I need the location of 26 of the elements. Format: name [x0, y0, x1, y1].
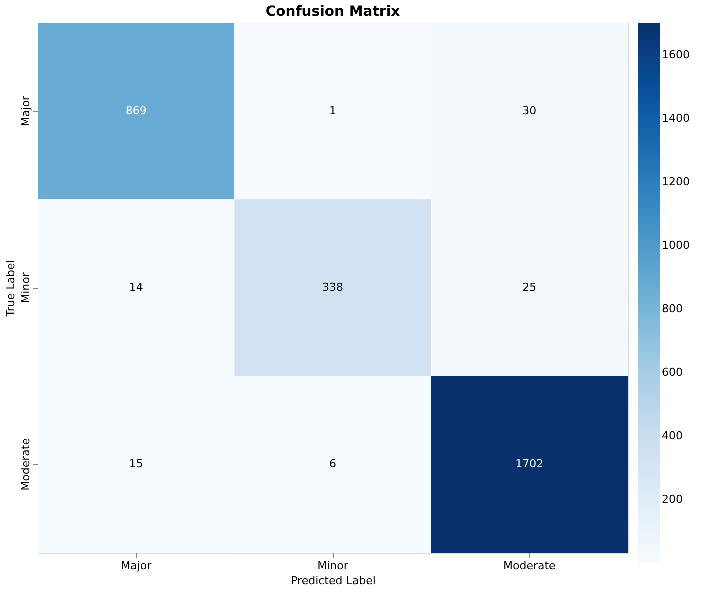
data-label: 6 [330, 458, 336, 471]
color-bar-label: 200 [662, 492, 683, 506]
y-tick-label: Moderate [20, 438, 32, 491]
color-bar-label: 1200 [662, 175, 690, 188]
x-axis-title: Predicted Label [291, 574, 376, 588]
color-bar-label: 1000 [662, 238, 690, 252]
color-bar-label: 800 [662, 302, 683, 316]
color-bar-label: 600 [662, 366, 683, 379]
x-tick-label: Major [121, 560, 152, 572]
y-axis-title: True Label [4, 260, 18, 318]
data-label: 25 [522, 281, 537, 294]
data-label: 338 [322, 281, 344, 294]
color-bar-label: 1400 [662, 112, 690, 125]
data-label: 30 [522, 104, 537, 118]
y-tick-label: Major [20, 96, 32, 127]
data-label: 1 [330, 104, 336, 118]
x-tick-label: Moderate [504, 560, 556, 572]
data-label: 14 [129, 281, 144, 294]
data-label: 1702 [516, 458, 544, 471]
chart-title: Confusion Matrix [266, 4, 400, 20]
x-tick-label: Minor [318, 560, 349, 572]
data-label: 15 [129, 458, 144, 471]
data-label: 869 [126, 104, 147, 118]
color-bar-label: 400 [662, 429, 683, 442]
color-bar-label: 1600 [662, 48, 690, 62]
y-tick-label: Minor [20, 272, 32, 304]
